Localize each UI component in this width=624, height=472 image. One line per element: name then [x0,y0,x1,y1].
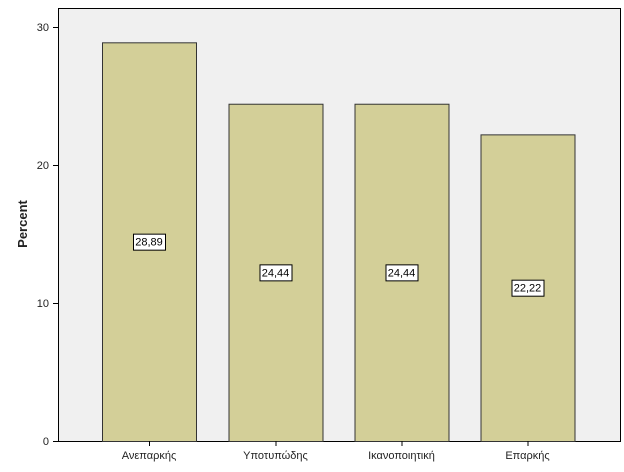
y-tick-label: 0 [43,436,49,448]
data-label: 28,89 [135,237,163,249]
data-label: 22,22 [514,283,542,295]
x-tick-label: Επαρκής [505,450,549,462]
y-axis-label: Percent [15,199,30,247]
y-tick-label: 30 [37,22,49,34]
data-label-box [133,233,166,251]
x-tick-label: Ανεπαρκής [122,450,177,462]
y-tick-label: 20 [37,160,49,172]
bars-layer: 28,89 24,44 24,44 22,22 [102,42,576,443]
data-label: 24,44 [262,267,290,279]
data-label: 24,44 [388,267,416,279]
data-label-box [385,264,419,282]
y-tick-label: 10 [37,298,49,310]
axes-layer: Ανεπαρκής Υποτυπώδης Ικανοποιητική Επαρκής 0… [37,22,550,462]
data-label-box [259,264,293,282]
x-tick-label: Ικανοποιητική [368,450,435,462]
x-tick-label: Υποτυπώδης [243,450,308,462]
data-label-box [511,279,545,297]
